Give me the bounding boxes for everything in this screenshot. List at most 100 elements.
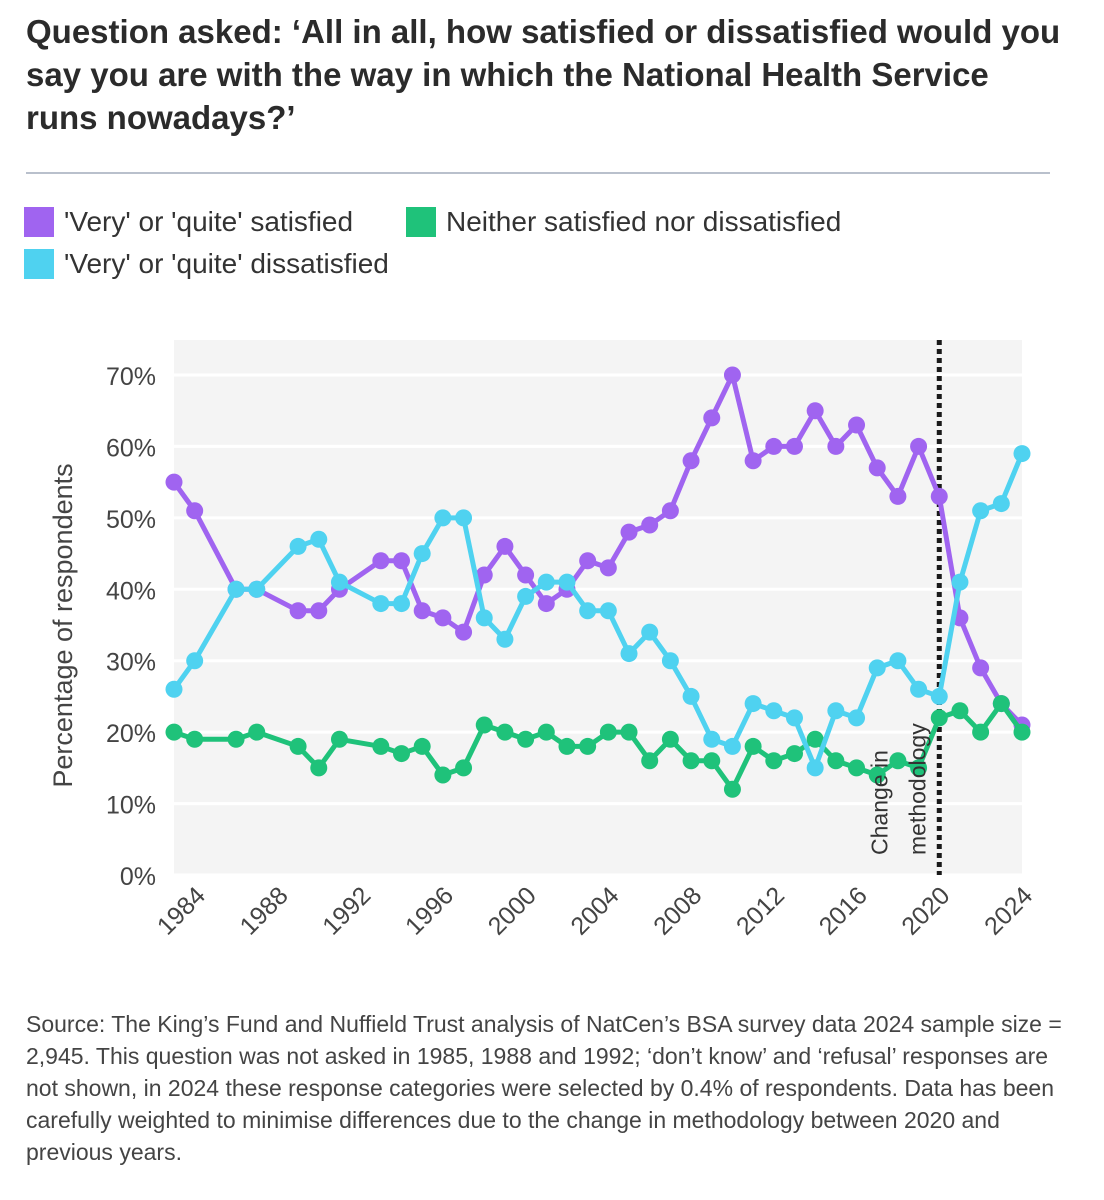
data-point xyxy=(475,609,493,627)
data-point xyxy=(227,730,245,748)
data-point xyxy=(434,609,452,627)
annotation-label: methodology xyxy=(904,723,930,855)
data-point xyxy=(289,537,307,555)
data-point xyxy=(248,723,266,741)
y-tick-label: 20% xyxy=(106,720,156,748)
data-point xyxy=(186,730,204,748)
x-tick-label: 2000 xyxy=(483,881,542,940)
data-point xyxy=(744,737,762,755)
data-point xyxy=(330,573,348,591)
data-point xyxy=(765,702,783,720)
data-point xyxy=(393,595,411,613)
data-point xyxy=(455,623,473,641)
data-point xyxy=(496,630,514,648)
data-point xyxy=(723,737,741,755)
data-point xyxy=(413,602,431,620)
data-point xyxy=(579,737,597,755)
legend-item-satisfied[interactable]: 'Very' or 'quite' satisfied xyxy=(24,206,353,238)
x-tick-label: 1988 xyxy=(235,881,294,940)
data-point xyxy=(682,452,700,470)
data-point xyxy=(703,752,721,770)
data-point xyxy=(682,687,700,705)
data-point xyxy=(455,759,473,777)
data-point xyxy=(475,566,493,584)
data-point xyxy=(641,623,659,641)
x-tick-label: 2020 xyxy=(896,881,955,940)
data-point xyxy=(579,602,597,620)
x-tick-label: 2008 xyxy=(648,881,707,940)
data-point xyxy=(558,573,576,591)
data-point xyxy=(517,730,535,748)
legend-item-dissatisfied[interactable]: 'Very' or 'quite' dissatisfied xyxy=(24,248,389,280)
data-point xyxy=(641,516,659,534)
data-point xyxy=(765,752,783,770)
data-point xyxy=(806,759,824,777)
data-point xyxy=(289,602,307,620)
data-point xyxy=(434,509,452,527)
data-point xyxy=(889,652,907,670)
y-tick-label: 70% xyxy=(106,363,156,391)
annotation-label: Change in xyxy=(866,750,892,855)
data-point xyxy=(579,552,597,570)
x-tick-label: 1984 xyxy=(152,881,211,940)
data-point xyxy=(165,473,183,491)
data-point xyxy=(620,645,638,663)
data-point xyxy=(785,437,803,455)
data-point xyxy=(393,552,411,570)
data-point xyxy=(227,580,245,598)
data-point xyxy=(599,602,617,620)
data-point xyxy=(951,702,969,720)
data-point xyxy=(1013,723,1031,741)
data-point xyxy=(785,709,803,727)
data-point xyxy=(537,723,555,741)
x-tick-label: 2012 xyxy=(731,881,790,940)
data-point xyxy=(910,680,928,698)
data-point xyxy=(599,723,617,741)
data-point xyxy=(641,752,659,770)
data-point xyxy=(682,752,700,770)
data-point xyxy=(930,687,948,705)
data-point xyxy=(806,402,824,420)
legend-swatch-satisfied xyxy=(24,207,54,237)
data-point xyxy=(972,502,990,520)
data-point xyxy=(248,580,266,598)
data-point xyxy=(413,737,431,755)
line-chart: 0% 10% 20% 30% 40% 50% 60% 70% 1984 1988 1992 1996 2… xyxy=(48,340,1038,941)
data-point xyxy=(848,759,866,777)
legend-label-neither: Neither satisfied nor dissatisfied xyxy=(446,206,842,237)
y-axis-label: Percentage of respondents xyxy=(48,463,78,787)
y-tick-label: 0% xyxy=(120,863,156,891)
data-point xyxy=(661,730,679,748)
data-point xyxy=(434,766,452,784)
data-point xyxy=(186,502,204,520)
data-point xyxy=(186,652,204,670)
data-point xyxy=(868,766,886,784)
source-note: Source: The King’s Fund and Nuffield Tru… xyxy=(26,1011,1062,1165)
data-point xyxy=(558,737,576,755)
data-point xyxy=(310,759,328,777)
data-point xyxy=(992,695,1010,713)
data-point xyxy=(910,759,928,777)
data-point xyxy=(1013,445,1031,463)
data-point xyxy=(723,366,741,384)
data-point xyxy=(827,752,845,770)
data-point xyxy=(723,780,741,798)
data-point xyxy=(806,730,824,748)
y-tick-label: 50% xyxy=(106,506,156,534)
data-point xyxy=(372,595,390,613)
legend-item-neither[interactable]: Neither satisfied nor dissatisfied xyxy=(406,206,841,238)
data-point xyxy=(848,416,866,434)
data-point xyxy=(496,723,514,741)
data-point xyxy=(165,680,183,698)
data-point xyxy=(992,495,1010,513)
x-tick-label: 1992 xyxy=(317,881,376,940)
data-point xyxy=(848,709,866,727)
x-tick-label: 2004 xyxy=(565,881,624,940)
data-point xyxy=(310,602,328,620)
data-point xyxy=(889,487,907,505)
data-point xyxy=(475,716,493,734)
data-point xyxy=(537,595,555,613)
data-point xyxy=(972,723,990,741)
x-tick-label: 2016 xyxy=(814,881,873,940)
data-point xyxy=(827,702,845,720)
